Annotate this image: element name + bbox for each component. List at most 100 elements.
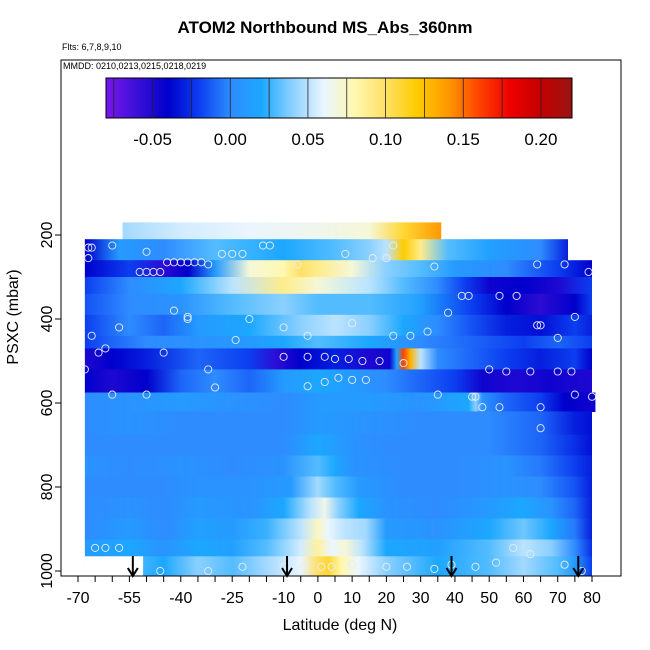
heatmap-band	[84, 293, 592, 316]
sample-point	[587, 392, 597, 401]
sample-point	[344, 354, 353, 363]
x-tick-label: -25	[221, 590, 244, 607]
sample-point	[156, 566, 165, 576]
sample-point	[430, 262, 439, 271]
sample-point	[245, 314, 254, 324]
heatmap-band	[84, 518, 592, 541]
colorbar	[105, 77, 573, 119]
sample-point	[265, 241, 274, 250]
colorbar-tick-label: 0.20	[524, 130, 557, 149]
sample-point	[108, 390, 117, 399]
heatmap-band	[122, 222, 442, 240]
heatmap-band	[84, 556, 592, 576]
x-tick-label: 0	[313, 590, 322, 607]
sample-point	[570, 390, 579, 399]
heatmap-band	[84, 239, 569, 261]
sample-point	[375, 356, 384, 366]
x-tick-label: 30	[412, 590, 430, 607]
sample-point	[142, 390, 151, 399]
sample-point	[94, 348, 103, 357]
heatmap-band	[84, 455, 592, 478]
colorbar-tick-label: 0.15	[447, 130, 480, 149]
sample-point	[183, 314, 192, 324]
sample-point	[495, 403, 504, 412]
colorbar-tick-label: 0.10	[369, 130, 402, 149]
heatmap-band	[84, 497, 592, 520]
sample-point	[358, 356, 367, 366]
sample-point	[399, 359, 408, 368]
sample-point	[317, 562, 326, 571]
y-tick-label: 200	[39, 222, 56, 249]
sample-point	[471, 392, 480, 401]
y-tick-label: 800	[39, 474, 56, 501]
flight-marker-arrow	[281, 556, 293, 578]
x-tick-label: -70	[66, 590, 89, 607]
sample-point	[536, 424, 545, 433]
x-axis-label: Latitude (deg N)	[283, 617, 398, 634]
sample-point	[87, 331, 96, 340]
x-tick-label: 60	[515, 590, 533, 607]
heatmap-band	[84, 411, 592, 436]
sample-point	[348, 560, 357, 569]
sample-point	[279, 352, 288, 361]
sample-point	[468, 392, 477, 401]
y-tick-label: 400	[39, 306, 56, 333]
sample-point	[238, 249, 247, 258]
heatmap-band	[84, 392, 596, 412]
sample-point	[279, 323, 288, 332]
sample-point	[536, 403, 545, 412]
sample-point	[382, 254, 391, 263]
sample-point	[84, 254, 93, 263]
sample-point	[570, 312, 579, 321]
sample-point	[495, 291, 504, 300]
sample-point	[115, 543, 124, 552]
x-tick-label: 80	[583, 590, 601, 607]
sample-point	[471, 562, 480, 571]
sample-point	[228, 249, 237, 258]
y-tick-label: 600	[39, 390, 56, 417]
x-tick-label: -55	[118, 590, 141, 607]
sample-point	[402, 562, 412, 571]
sample-point	[433, 390, 442, 399]
flights-note: Flts: 6,7,8,9,10	[62, 42, 122, 52]
sample-point	[361, 375, 370, 384]
sample-point	[492, 558, 501, 567]
colorbar-tick-label: 0.00	[214, 130, 247, 149]
chart-title: ATOM2 Northbound MS_Abs_360nm	[177, 18, 473, 37]
y-axis-label: PSXC (mbar)	[5, 269, 22, 364]
heatmap-band	[84, 539, 592, 557]
sample-point	[485, 365, 494, 374]
sample-point	[389, 241, 398, 250]
sample-point	[502, 367, 511, 376]
sample-point	[217, 249, 226, 258]
sample-point	[101, 344, 110, 353]
x-tick-label: 50	[480, 590, 498, 607]
sample-point	[478, 403, 487, 412]
sample-point	[156, 267, 165, 277]
sample-point	[320, 377, 329, 387]
sample-point	[320, 352, 329, 361]
sample-point	[204, 365, 213, 374]
sample-point	[108, 241, 117, 250]
no-data-area	[84, 556, 144, 576]
sample-point	[231, 335, 240, 345]
x-tick-label: 70	[549, 590, 567, 607]
heatmap-band	[84, 335, 592, 349]
x-tick-label: -40	[169, 590, 192, 607]
sample-point	[560, 560, 569, 569]
sample-point	[101, 543, 110, 552]
sample-point	[382, 562, 391, 571]
sample-point	[509, 543, 518, 552]
sample-point	[553, 333, 562, 342]
sample-point	[533, 321, 542, 330]
sample-point	[303, 382, 312, 391]
sample-point	[327, 562, 336, 571]
colorbar-tick-label: -0.05	[133, 130, 172, 149]
sample-point	[334, 373, 343, 382]
heatmap-band	[84, 434, 592, 457]
sample-point	[368, 254, 377, 263]
sample-point	[536, 321, 545, 330]
sample-point	[84, 243, 93, 252]
heatmap-band	[84, 476, 592, 499]
